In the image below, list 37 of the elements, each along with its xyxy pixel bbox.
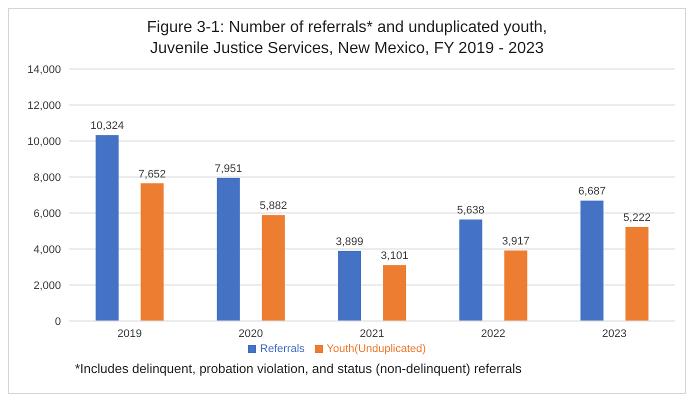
bar xyxy=(262,215,285,321)
y-tick-label: 10,000 xyxy=(27,136,61,148)
y-tick-label: 2,000 xyxy=(33,280,61,292)
data-label: 7,652 xyxy=(138,168,166,180)
y-tick-label: 0 xyxy=(54,316,61,328)
data-label: 6,687 xyxy=(578,186,606,198)
bar xyxy=(216,178,240,321)
bar xyxy=(140,183,164,321)
y-tick-label: 6,000 xyxy=(33,208,61,220)
data-label: 3,917 xyxy=(502,235,530,248)
legend-label: Youth(Unduplicated) xyxy=(326,343,426,355)
x-tick-label: 2023 xyxy=(602,328,627,340)
y-tick-label: 12,000 xyxy=(27,100,61,112)
x-tick-label: 2022 xyxy=(480,328,506,340)
bar xyxy=(383,265,406,321)
bar xyxy=(459,220,482,321)
x-tick-label: 2021 xyxy=(360,328,384,340)
y-tick-label: 8,000 xyxy=(33,172,61,184)
data-label: 5,882 xyxy=(260,200,288,212)
data-label: 3,899 xyxy=(336,236,364,248)
bar xyxy=(625,227,648,321)
bar xyxy=(338,250,362,321)
x-tick-label: 2019 xyxy=(117,328,142,340)
data-label: 5,638 xyxy=(457,204,485,217)
data-label: 10,324 xyxy=(90,120,124,132)
x-tick-label: 2020 xyxy=(238,328,264,340)
y-tick-label: 14,000 xyxy=(27,64,61,76)
legend-label: Referrals xyxy=(260,343,305,355)
bar xyxy=(96,135,119,321)
data-label: 5,222 xyxy=(623,212,651,224)
chart-title: Figure 3-1: Number of referrals* and unduplicated youth, Juvenile Justice Services, New Mexico, FY 2019 - 2023 xyxy=(146,18,548,59)
y-tick-label: 4,000 xyxy=(33,244,61,256)
text: *Includes delinquent, probation violation, and status (non-delinquent) referrals xyxy=(75,361,522,376)
bar xyxy=(580,200,604,321)
bar xyxy=(504,250,528,321)
data-label: 7,951 xyxy=(214,162,242,175)
data-label: 3,101 xyxy=(380,250,408,262)
